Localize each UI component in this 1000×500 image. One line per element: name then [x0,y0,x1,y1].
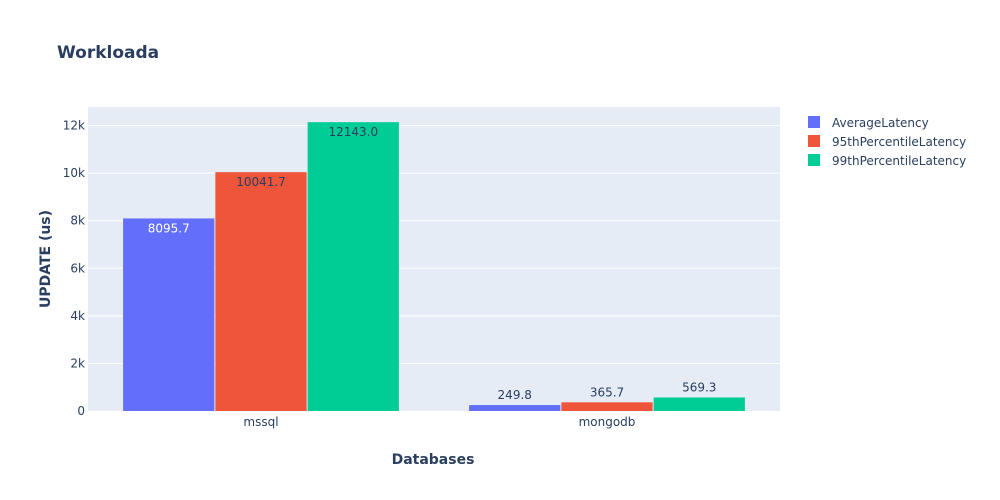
bar [469,405,561,411]
legend: AverageLatency 95thPercentileLatency 99thP… [808,116,966,168]
x-axis-title: Databases [392,452,475,468]
chart-title: Workloada [57,43,159,63]
x-axis-ticks: mssql mongodb [243,415,635,429]
bar [307,122,399,411]
bars [123,122,745,411]
y-tick-label: 10k [63,166,85,180]
y-tick-label: 6k [70,261,85,275]
data-label: 10041.7 [236,175,286,189]
data-labels: 8095.7 10041.7 12143.0 249.8 365.7 569.3 [148,125,717,402]
legend-item: AverageLatency [832,116,929,130]
data-label: 365.7 [590,385,624,399]
legend-swatch [808,154,820,166]
legend-item: 95thPercentileLatency [832,135,966,149]
data-label: 8095.7 [148,221,190,235]
x-tick-label: mongodb [579,415,636,429]
bar [653,397,745,411]
y-tick-label: 4k [70,309,85,323]
bar [123,218,215,411]
legend-swatch [808,135,820,147]
data-label: 249.8 [498,388,532,402]
data-label: 12143.0 [328,125,378,139]
y-tick-label: 2k [70,356,85,370]
legend-item: 99thPercentileLatency [832,154,966,168]
legend-swatch [808,116,820,128]
y-tick-label: 12k [63,119,85,133]
y-tick-label: 0 [77,404,85,418]
x-tick-label: mssql [243,415,278,429]
data-label: 569.3 [682,380,716,394]
bar [561,402,653,411]
y-tick-label: 8k [70,214,85,228]
bar [215,172,307,411]
y-axis-ticks: 0 2k 4k 6k 8k 10k 12k [63,119,85,418]
y-axis-title: UPDATE (us) [38,210,54,308]
